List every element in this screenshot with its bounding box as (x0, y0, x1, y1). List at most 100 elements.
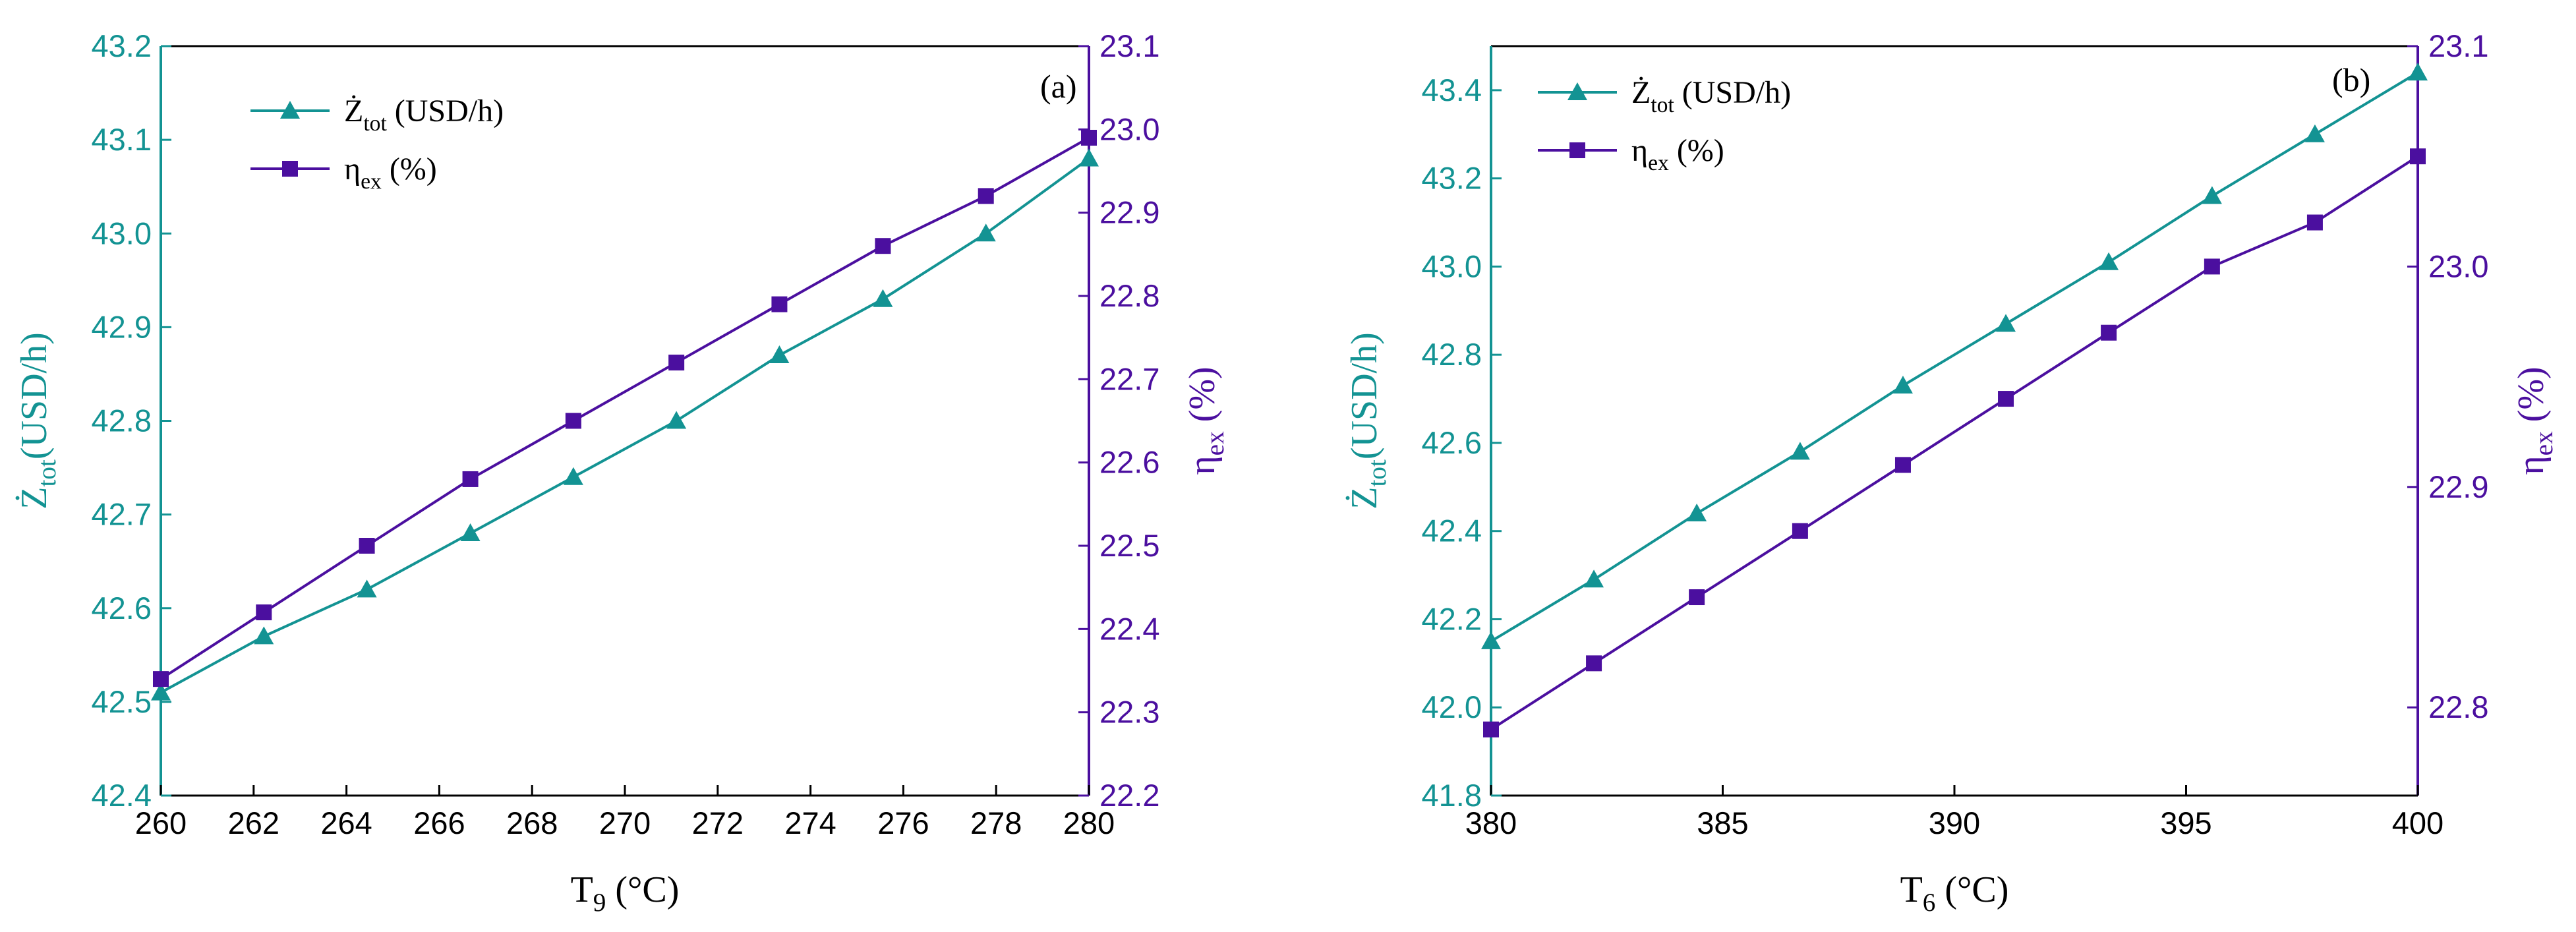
x-tick-label-a: 272 (692, 805, 744, 840)
data-point (256, 604, 272, 621)
x-tick-label-a: 278 (970, 805, 1022, 840)
y-tick-label-left-a: 42.9 (92, 309, 152, 344)
y-tick-label-left-b: 42.6 (1422, 425, 1482, 460)
data-point (151, 682, 171, 701)
legend-label-unit: (USD/h) (1674, 75, 1791, 110)
data-point (2204, 258, 2220, 275)
y-axis-title-left-b-sub: tot (1363, 459, 1391, 486)
data-point (462, 471, 479, 487)
data-point (1586, 655, 1602, 672)
y-tick-label-left-b: 42.4 (1422, 513, 1482, 548)
y-tick-label-right-a: 22.8 (1099, 278, 1159, 313)
data-point (2306, 214, 2323, 231)
data-point (978, 188, 994, 204)
legend-label: Żtot (USD/h) (344, 94, 504, 136)
series-line (160, 157, 1090, 694)
data-point (357, 579, 377, 598)
y-axis-title-right-b: ηex (%) (2511, 366, 2558, 475)
legend-marker (280, 101, 300, 119)
y-tick-label-left-a: 43.0 (92, 216, 152, 250)
y-tick-label-left-b: 43.4 (1422, 73, 1482, 107)
x-tick-label-a: 270 (599, 805, 651, 840)
data-point (666, 411, 687, 429)
data-point (460, 523, 481, 542)
series-eta-ex-b (1483, 148, 2426, 738)
data-point (1481, 631, 1501, 649)
data-point (873, 289, 893, 307)
panel-label-a: (a) (1040, 68, 1077, 105)
y-tick-label-right-a: 22.2 (1099, 778, 1159, 813)
series-line (1490, 155, 2419, 731)
x-axis-title-a-sub: 9 (593, 888, 606, 917)
y-tick-label-left-a: 42.4 (92, 778, 152, 813)
data-point (1079, 148, 1099, 167)
data-point (1687, 503, 1707, 521)
x-tick-label-a: 264 (320, 805, 372, 840)
y-tick-label-right-a: 22.7 (1099, 361, 1159, 396)
x-tick-label-a: 266 (413, 805, 465, 840)
data-point (1894, 457, 1911, 473)
x-tick-label-b: 385 (1697, 805, 1748, 840)
data-point (2202, 186, 2222, 204)
x-axis-title-b-main: T (1900, 869, 1923, 910)
series-z-tot-a (151, 148, 1099, 701)
x-tick-label-b: 390 (1929, 805, 1980, 840)
x-axis-title-a-unit: (°C) (606, 869, 679, 910)
data-point (153, 671, 169, 687)
data-point (1892, 375, 1913, 393)
data-point (1584, 569, 1604, 588)
y-axis-title-right-b-unit: (%) (2511, 366, 2552, 431)
data-point (1998, 391, 2014, 407)
y-axis-title-right-a: ηex (%) (1182, 366, 1229, 475)
y-axis-title-right-b-main: η (2511, 455, 2552, 475)
data-point (565, 413, 581, 429)
legend-label-unit: (%) (382, 152, 437, 187)
legend-label-unit: (USD/h) (387, 94, 504, 129)
x-tick-label-b: 380 (1465, 805, 1517, 840)
data-point (976, 223, 996, 242)
y-axis-title-right-a-main: η (1182, 455, 1223, 475)
y-tick-label-left-a: 42.6 (92, 591, 152, 626)
y-tick-label-left-a: 43.1 (92, 122, 152, 157)
y-axis-title-left-b-main: Ż (1344, 487, 1385, 510)
legend-label-main: Ż (1631, 75, 1651, 110)
legend-label: ηex (%) (1631, 133, 1724, 175)
y-axis-title-right-b-sub: ex (2530, 431, 2558, 455)
y-tick-label-left-a: 43.2 (92, 28, 152, 63)
legend-label-sub: tot (363, 111, 387, 136)
data-point (1792, 523, 1808, 539)
x-tick-label-a: 262 (228, 805, 279, 840)
legend-label-sub: tot (1651, 93, 1674, 117)
data-point (1689, 589, 1705, 606)
x-tick-label-a: 276 (877, 805, 929, 840)
y-axis-title-left-a: Żtot(USD/h) (14, 332, 61, 509)
x-axis-title-a-main: T (571, 869, 593, 910)
data-point (1483, 721, 1499, 738)
y-tick-label-right-a: 22.6 (1099, 445, 1159, 480)
y-tick-label-left-b: 43.0 (1422, 248, 1482, 283)
series-line (1490, 71, 2419, 643)
x-tick-label-a: 274 (784, 805, 836, 840)
y-tick-label-left-b: 43.2 (1422, 161, 1482, 196)
y-tick-label-left-a: 42.7 (92, 497, 152, 532)
y-tick-label-left-b: 42.0 (1422, 689, 1482, 724)
y-tick-label-right-b: 23.0 (2428, 248, 2488, 283)
y-tick-label-right-a: 22.3 (1099, 695, 1159, 730)
y-tick-label-right-b: 23.1 (2428, 28, 2488, 63)
y-tick-label-right-a: 22.4 (1099, 611, 1159, 646)
y-axis-title-right-a-sub: ex (1201, 431, 1229, 455)
data-point (2408, 63, 2428, 81)
legend-label-sub: ex (361, 169, 382, 194)
x-axis-title-b: T6 (°C) (1900, 869, 2009, 917)
x-tick-label-a: 280 (1063, 805, 1115, 840)
legend-b: Żtot (USD/h) ηex (%) (1538, 75, 1791, 175)
chart-panel-a: 260 262 264 266 268 270 272 274 276 278 280 42.4 42.… (14, 28, 1229, 917)
y-axis-title-left-a-main: Ż (14, 487, 55, 510)
x-axis-title-b-unit: (°C) (1935, 869, 2008, 910)
x-tick-label-b: 400 (2392, 805, 2444, 840)
y-axis-title-left-a-unit: (USD/h) (14, 332, 55, 459)
legend-a: Żtot (USD/h) ηex (%) (250, 94, 504, 194)
data-point (254, 626, 274, 645)
y-tick-label-right-a: 22.9 (1099, 195, 1159, 230)
legend-label-main: η (344, 152, 361, 187)
